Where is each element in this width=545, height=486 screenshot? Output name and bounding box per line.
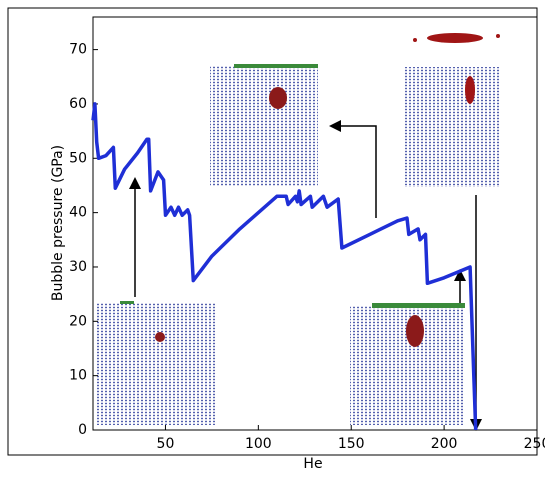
y-tick-label: 0: [78, 422, 87, 438]
burst: [427, 33, 483, 43]
bubble: [155, 332, 165, 342]
y-tick-label: 50: [69, 150, 87, 166]
burst: [496, 34, 500, 38]
bubble: [406, 315, 424, 347]
x-tick-label: 200: [431, 436, 458, 452]
surface: [120, 301, 134, 304]
data-line: [91, 102, 478, 431]
y-tick-label: 30: [69, 259, 87, 275]
inset: [405, 67, 500, 187]
arrow: [329, 120, 377, 218]
surface: [234, 64, 318, 68]
y-tick-label: 10: [69, 368, 87, 384]
plot-frame: [92, 16, 538, 431]
x-tick-label: 100: [245, 436, 272, 452]
inset: [97, 303, 217, 425]
burst: [413, 38, 417, 42]
burst: [465, 76, 475, 104]
x-tick-label: 50: [157, 436, 175, 452]
inset: [210, 66, 318, 186]
x-tick-label: 250: [524, 436, 545, 452]
surface: [372, 303, 465, 308]
y-axis-label: Bubble pressure (GPa): [50, 145, 66, 301]
y-tick-label: 40: [69, 205, 87, 221]
y-tick-label: 60: [69, 96, 87, 112]
y-tick-label: 20: [69, 313, 87, 329]
x-tick-label: 150: [338, 436, 365, 452]
insets: [97, 33, 500, 425]
y-tick-label: 70: [69, 42, 87, 58]
bubble: [269, 87, 287, 109]
x-axis-label: He: [303, 456, 322, 472]
